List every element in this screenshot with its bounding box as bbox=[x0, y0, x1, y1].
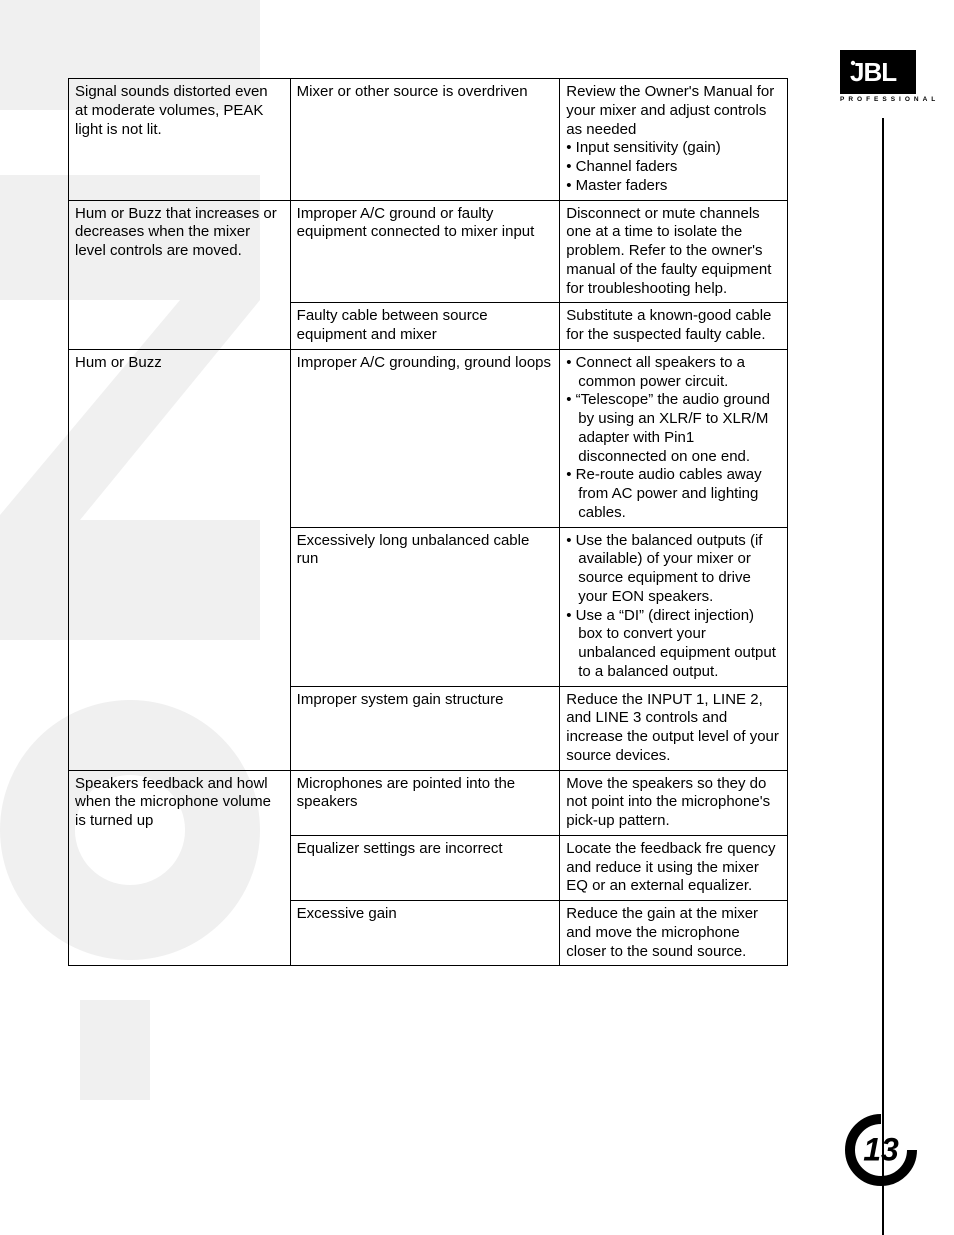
side-rule bbox=[882, 118, 884, 1235]
remedy-cell: Reduce the gain at the mixer and move th… bbox=[560, 901, 788, 966]
cause-cell: Mixer or other source is overdriven bbox=[290, 79, 560, 201]
remedy-cell: Reduce the INPUT 1, LINE 2, and LINE 3 c… bbox=[560, 686, 788, 770]
table-row: Hum or Buzz that increases or decreases … bbox=[69, 200, 788, 303]
table-row: Signal sounds distorted even at moderate… bbox=[69, 79, 788, 201]
symptom-cell: Hum or Buzz bbox=[69, 349, 291, 770]
cause-cell: Improper A/C ground or faulty equipment … bbox=[290, 200, 560, 303]
troubleshooting-table: Signal sounds distorted even at moderate… bbox=[68, 78, 788, 966]
svg-text:JBL: JBL bbox=[850, 57, 897, 87]
cause-cell: Improper A/C grounding, ground loops bbox=[290, 349, 560, 527]
cause-cell: Improper system gain structure bbox=[290, 686, 560, 770]
remedy-cell: Substitute a known-good cable for the su… bbox=[560, 303, 788, 350]
troubleshooting-table-wrap: Signal sounds distorted even at moderate… bbox=[68, 78, 788, 966]
remedy-cell: Use the balanced outputs (if available) … bbox=[560, 527, 788, 686]
table-row: Speakers feedback and howl when the micr… bbox=[69, 770, 788, 835]
remedy-cell: Move the speakers so they do not point i… bbox=[560, 770, 788, 835]
remedy-cell: Connect all speakers to a common power c… bbox=[560, 349, 788, 527]
page-number-badge: 13 bbox=[842, 1111, 920, 1189]
symptom-cell: Signal sounds distorted even at moderate… bbox=[69, 79, 291, 201]
table-row: Hum or BuzzImproper A/C grounding, groun… bbox=[69, 349, 788, 527]
cause-cell: Faulty cable between source equipment an… bbox=[290, 303, 560, 350]
symptom-cell: Hum or Buzz that increases or decreases … bbox=[69, 200, 291, 349]
cause-cell: Microphones are pointed into the speaker… bbox=[290, 770, 560, 835]
jbl-logo: JBL PROFESSIONAL bbox=[840, 50, 916, 112]
jbl-logo-subline: PROFESSIONAL bbox=[840, 96, 916, 103]
remedy-cell: Locate the feedback fre quency and reduc… bbox=[560, 835, 788, 900]
page-number: 13 bbox=[863, 1132, 899, 1169]
symptom-cell: Speakers feedback and howl when the micr… bbox=[69, 770, 291, 966]
remedy-cell: Review the Owner's Manual for your mixer… bbox=[560, 79, 788, 201]
cause-cell: Equalizer settings are incorrect bbox=[290, 835, 560, 900]
cause-cell: Excessive gain bbox=[290, 901, 560, 966]
remedy-cell: Disconnect or mute channels one at a tim… bbox=[560, 200, 788, 303]
jbl-logo-text: JBL bbox=[840, 50, 916, 94]
cause-cell: Excessively long unbalanced cable run bbox=[290, 527, 560, 686]
